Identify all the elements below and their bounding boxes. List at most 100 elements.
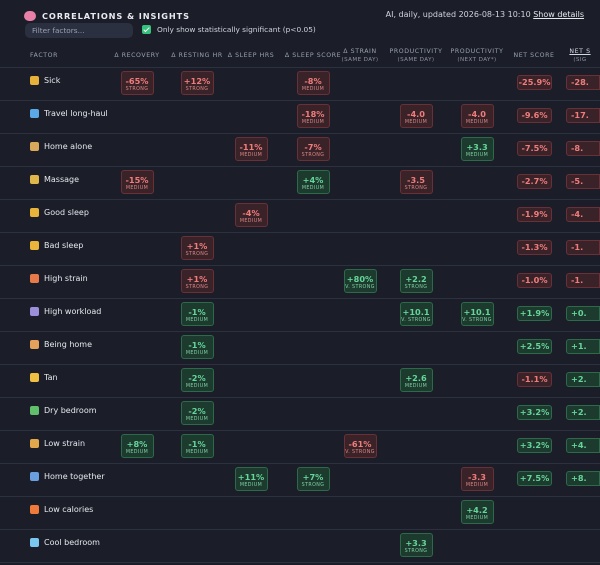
net-score-sig-badge[interactable]: -8. [566, 141, 600, 156]
net-score-badge[interactable]: -1.0% [517, 273, 552, 288]
update-meta: AI, daily, updated 2026-08-13 10:10 Show… [386, 10, 584, 19]
show-details-link[interactable]: Show details [533, 10, 584, 19]
net-score-badge[interactable]: -25.9% [517, 75, 552, 90]
net-score-sig-badge[interactable]: +1. [566, 339, 600, 354]
effect-badge-strain[interactable]: +80% V. STRONG [343, 269, 377, 293]
effect-badge-recovery[interactable]: +8% MEDIUM [120, 434, 154, 458]
filter-factors-input[interactable] [25, 23, 133, 38]
massage-icon [30, 175, 39, 184]
effect-badge-resting-hr[interactable]: -1% MEDIUM [180, 434, 214, 458]
table-row[interactable]: Being home -1% MEDIUM +2.5% +1. [0, 332, 600, 365]
net-score-badge[interactable]: +1.9% [517, 306, 552, 321]
effect-badge-prod-same[interactable]: +2.2 STRONG [399, 269, 433, 293]
effect-badge-prod-next[interactable]: +4.2 MEDIUM [460, 500, 494, 524]
table-row[interactable]: Low strain +8% MEDIUM -1% MEDIUM -61% V. STRON… [0, 431, 600, 464]
table-row[interactable]: Sick -65% STRONG +12% STRONG -8% MEDIUM -25.9% -… [0, 68, 600, 101]
effect-badge-recovery[interactable]: -15% MEDIUM [120, 170, 154, 194]
factor-label: Good sleep [44, 208, 89, 217]
effect-badge-prod-same[interactable]: -4.0 MEDIUM [399, 104, 433, 128]
effect-badge-sleep-score[interactable]: -7% STRONG [296, 137, 330, 161]
table-row[interactable]: Home together +11% MEDIUM +7% STRONG -3.3 MEDI… [0, 464, 600, 497]
effect-badge-sleep-hrs[interactable]: -11% MEDIUM [234, 137, 268, 161]
title-row: CORRELATIONS & INSIGHTS [24, 9, 190, 22]
column-header-net-score[interactable]: NET SCORE [494, 52, 574, 60]
effect-badge-strain[interactable]: -61% V. STRONG [343, 434, 377, 458]
net-score-badge[interactable]: +3.2% [517, 405, 552, 420]
factor-name: Low calories [30, 505, 93, 514]
table-row[interactable]: Dry bedroom -2% MEDIUM +3.2% +2. [0, 398, 600, 431]
effect-value: +1% [186, 274, 208, 284]
effect-badge-resting-hr[interactable]: +1% STRONG [180, 269, 214, 293]
net-score-sig-badge[interactable]: -4. [566, 207, 600, 222]
net-score-badge[interactable]: -1.9% [517, 207, 552, 222]
table-row[interactable]: Home alone -11% MEDIUM -7% STRONG +3.3 MEDIUM -… [0, 134, 600, 167]
column-header-prod-same[interactable]: PRODUCTIVITY (SAME DAY) [376, 48, 456, 64]
net-score-badge[interactable]: -9.6% [517, 108, 552, 123]
table-row[interactable]: High strain +1% STRONG +80% V. STRONG +2.2 STR… [0, 266, 600, 299]
net-score-badge[interactable]: +7.5% [517, 471, 552, 486]
net-score-sig-badge[interactable]: +2. [566, 405, 600, 420]
table-row[interactable]: Tan -2% MEDIUM +2.6 MEDIUM -1.1% +2. [0, 365, 600, 398]
effect-badge-resting-hr[interactable]: -1% MEDIUM [180, 302, 214, 326]
column-header-recovery[interactable]: Δ RECOVERY [97, 52, 177, 60]
effect-badge-sleep-hrs[interactable]: +11% MEDIUM [234, 467, 268, 491]
effect-value: +2.6 [405, 373, 427, 383]
net-score-badge[interactable]: -2.7% [517, 174, 552, 189]
net-score-sig-badge[interactable]: -1. [566, 273, 600, 288]
net-score-sig-badge[interactable]: +4. [566, 438, 600, 453]
net-score-sig-badge[interactable]: +2. [566, 372, 600, 387]
net-score-badge[interactable]: -1.1% [517, 372, 552, 387]
effect-badge-resting-hr[interactable]: +12% STRONG [180, 71, 214, 95]
effect-badge-sleep-score[interactable]: -8% MEDIUM [296, 71, 330, 95]
table-row[interactable]: High workload -1% MEDIUM +10.1 V. STRONG +10.… [0, 299, 600, 332]
table-row[interactable]: Low calories +4.2 MEDIUM [0, 497, 600, 530]
net-score-sig-badge[interactable]: -1. [566, 240, 600, 255]
effect-badge-resting-hr[interactable]: -1% MEDIUM [180, 335, 214, 359]
column-header-sublabel: (SAME DAY) [341, 57, 379, 63]
effect-badge-sleep-score[interactable]: +7% STRONG [296, 467, 330, 491]
net-score-badge[interactable]: -1.3% [517, 240, 552, 255]
significance-toggle[interactable]: Only show statistically significant (p<0… [142, 25, 316, 34]
net-score-badge[interactable]: +2.5% [517, 339, 552, 354]
table-row[interactable]: Cool bedroom +3.3 STRONG [0, 530, 600, 563]
column-header-net-sig[interactable]: NET S (SIG [540, 48, 600, 64]
table-row[interactable]: Good sleep -4% MEDIUM -1.9% -4. [0, 200, 600, 233]
net-score-badge[interactable]: -7.5% [517, 141, 552, 156]
column-header-sleep-score[interactable]: Δ SLEEP SCORE [273, 52, 353, 60]
column-header-sleep-hrs[interactable]: Δ SLEEP HRS [211, 52, 291, 60]
table-row[interactable]: Travel long-haul -18% MEDIUM -4.0 MEDIUM -4.0… [0, 101, 600, 134]
column-header-prod-next[interactable]: PRODUCTIVITY (NEXT DAY*) [437, 48, 517, 64]
effect-badge-resting-hr[interactable]: -2% MEDIUM [180, 368, 214, 392]
column-header-factor[interactable]: FACTOR [30, 52, 58, 60]
table-row[interactable]: Massage -15% MEDIUM +4% MEDIUM -3.5 STRONG -2.7… [0, 167, 600, 200]
effect-badge-prod-same[interactable]: +3.3 STRONG [399, 533, 433, 557]
net-score-sig-badge[interactable]: +0. [566, 306, 600, 321]
net-score-sig-badge[interactable]: -28. [566, 75, 600, 90]
checkbox-checked-icon[interactable] [142, 25, 151, 34]
net-score-badge[interactable]: +3.2% [517, 438, 552, 453]
effect-badge-prod-same[interactable]: +2.6 MEDIUM [399, 368, 433, 392]
column-header-strain[interactable]: Δ STRAIN (SAME DAY) [320, 48, 400, 64]
column-header-resting-hr[interactable]: Δ RESTING HR [157, 52, 237, 60]
net-score-sig-badge[interactable]: -5. [566, 174, 600, 189]
effect-badge-prod-next[interactable]: -3.3 MEDIUM [460, 467, 494, 491]
effect-badge-sleep-score[interactable]: +4% MEDIUM [296, 170, 330, 194]
effect-badge-recovery[interactable]: -65% STRONG [120, 71, 154, 95]
house-icon [30, 340, 39, 349]
net-score-sig-badge[interactable]: -17. [566, 108, 600, 123]
effect-badge-sleep-hrs[interactable]: -4% MEDIUM [234, 203, 268, 227]
table-row[interactable]: Bad sleep +1% STRONG -1.3% -1. [0, 233, 600, 266]
effect-strength: STRONG [404, 549, 428, 554]
effect-badge-prod-next[interactable]: +3.3 MEDIUM [460, 137, 494, 161]
factor-label: Tan [44, 373, 58, 382]
effect-badge-prod-next[interactable]: +10.1 V. STRONG [460, 302, 494, 326]
effect-badge-sleep-score[interactable]: -18% MEDIUM [296, 104, 330, 128]
effect-badge-prod-next[interactable]: -4.0 MEDIUM [460, 104, 494, 128]
column-header-sublabel: (SAME DAY) [397, 57, 435, 63]
effect-badge-prod-same[interactable]: +10.1 V. STRONG [399, 302, 433, 326]
effect-badge-prod-same[interactable]: -3.5 STRONG [399, 170, 433, 194]
effect-badge-resting-hr[interactable]: +1% STRONG [180, 236, 214, 260]
effect-value: -4.0 [407, 109, 425, 119]
net-score-sig-badge[interactable]: +8. [566, 471, 600, 486]
effect-badge-resting-hr[interactable]: -2% MEDIUM [180, 401, 214, 425]
